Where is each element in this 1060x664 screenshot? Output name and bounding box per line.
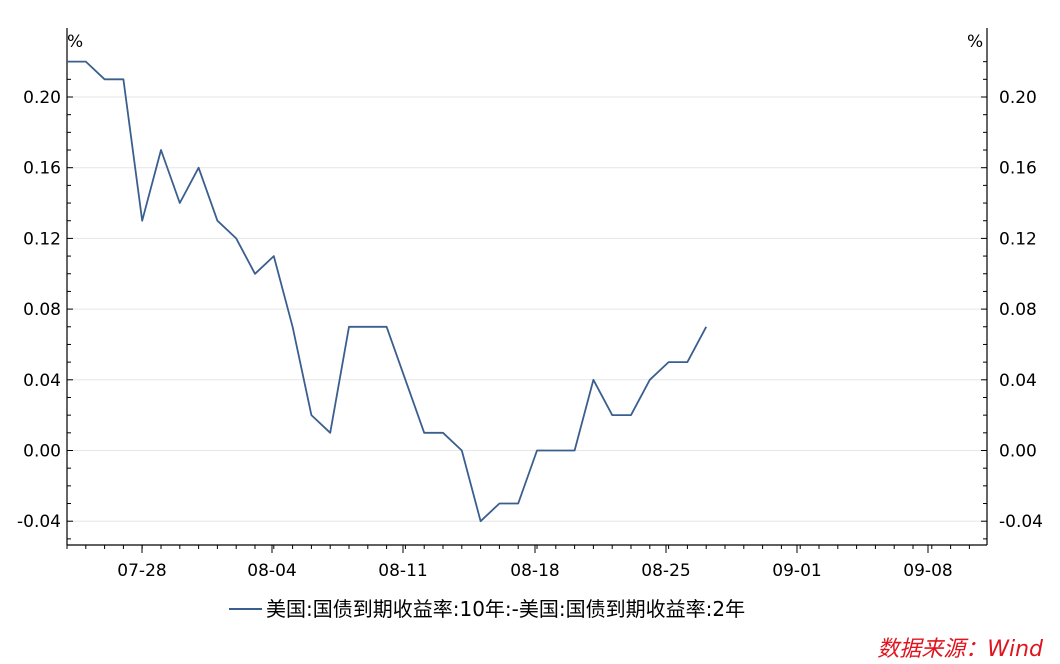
series-line [67,60,707,523]
left-y-unit: % [67,32,83,52]
y-tick-label-left: -0.04 [17,512,61,532]
x-tick-label: 08-18 [510,561,559,581]
x-tick-label: 07-28 [117,561,166,581]
y-tick-label-right: 0.04 [999,371,1037,391]
y-tick-label-left: 0.12 [23,229,61,249]
x-tick-label: 08-25 [641,561,690,581]
y-tick-label-left: 0.16 [23,159,61,179]
y-tick-label-right: 0.12 [999,229,1037,249]
y-tick-label-right: 0.20 [999,88,1037,108]
x-tick-label: 08-04 [247,561,296,581]
source-note: 数据来源：Wind [877,637,1044,662]
y-tick-label-left: 0.04 [23,371,61,391]
legend-label: 美国:国债到期收益率:10年:-美国:国债到期收益率:2年 [266,597,745,621]
axes [66,28,988,553]
y-tick-label-right: 0.16 [999,159,1037,179]
x-tick-label: 09-08 [903,561,952,581]
y-tick-label-left: 0.20 [23,88,61,108]
y-tick-label-left: 0.08 [23,300,61,320]
y-tick-label-right: -0.04 [999,512,1043,532]
y-tick-label-right: 0.08 [999,300,1037,320]
x-tick-label: 08-11 [378,561,427,581]
right-y-unit: % [967,32,983,52]
y-tick-label-right: 0.00 [999,442,1037,462]
tick-labels: -0.04 -0.04 0.00 0.00 0.04 0.04 0.08 0.08 0.12 0.… [17,88,1043,581]
gridlines [67,96,987,522]
series-lines [67,60,707,523]
x-tick-label: 09-01 [772,561,821,581]
y-tick-label-left: 0.00 [23,442,61,462]
legend: 美国:国债到期收益率:10年:-美国:国债到期收益率:2年 [229,597,745,621]
